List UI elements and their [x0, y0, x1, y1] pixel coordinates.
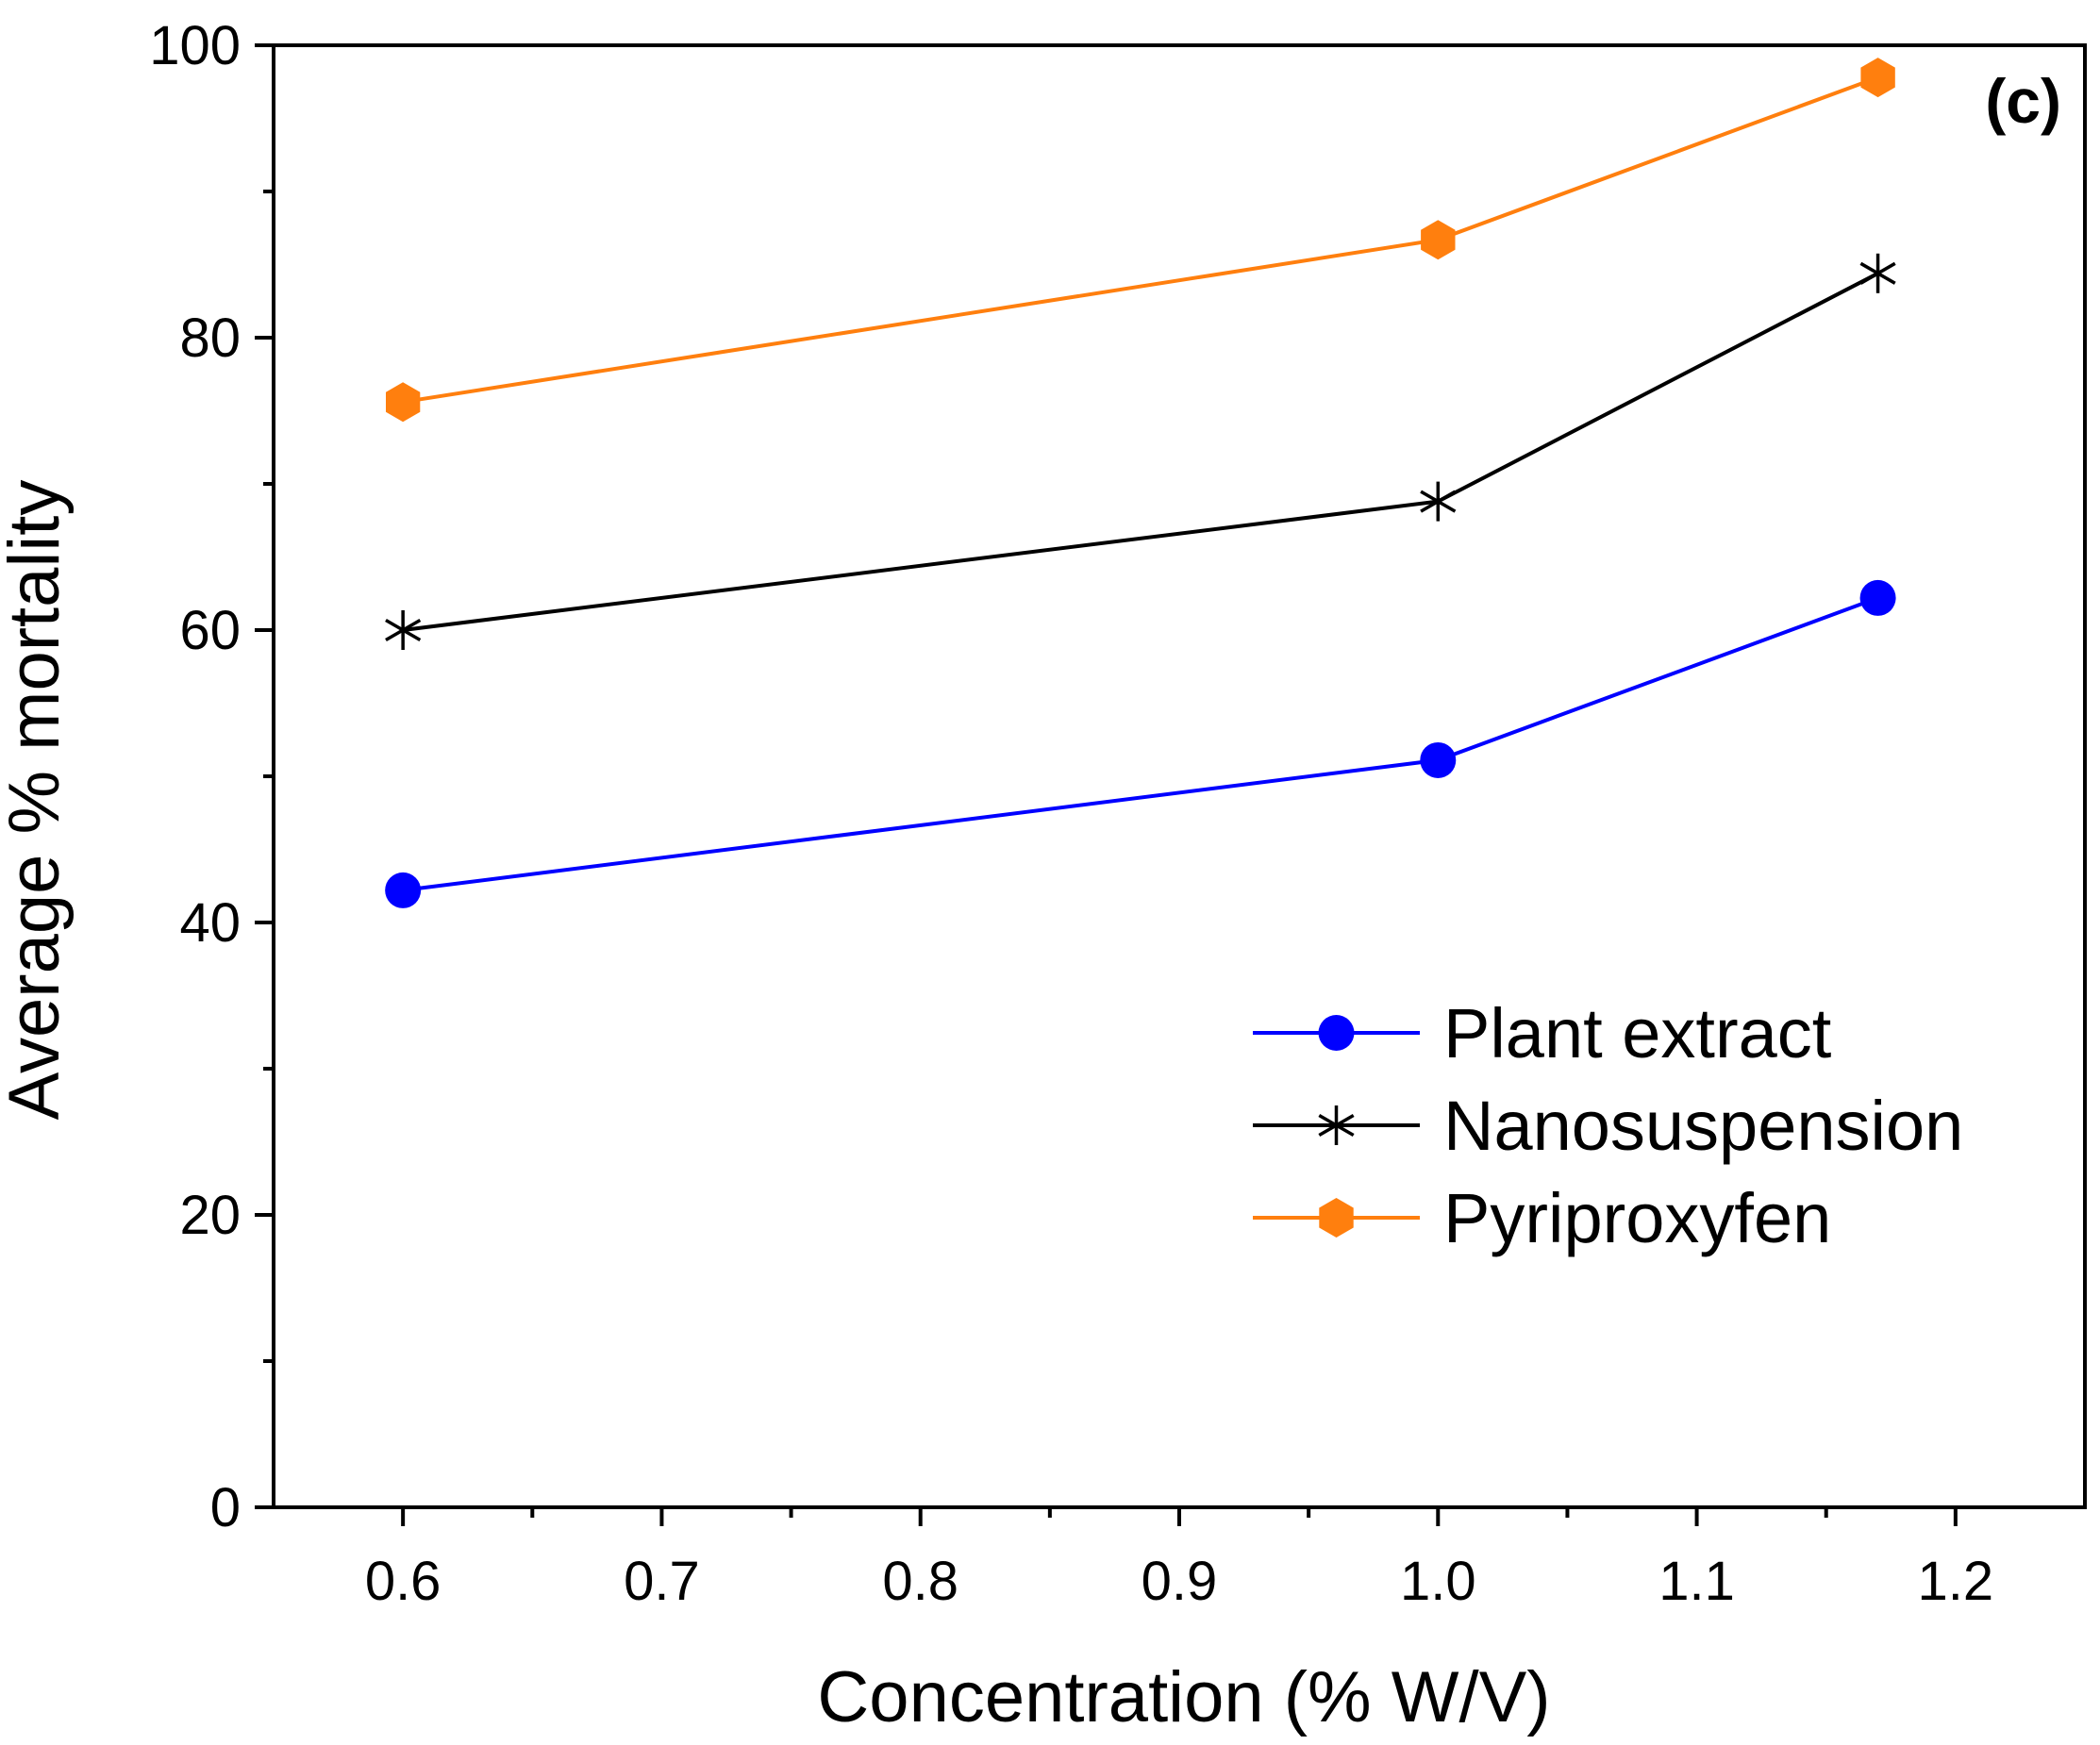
data-point-pyriproxyfen — [1860, 58, 1895, 98]
data-point-plant-extract — [1420, 741, 1457, 778]
x-tick-label: 0.7 — [624, 1551, 700, 1612]
legend-marker — [1318, 1015, 1355, 1051]
y-tick-label: 0 — [210, 1477, 241, 1538]
y-tick-label: 100 — [149, 15, 241, 76]
legend-marker — [1319, 1198, 1354, 1238]
data-point-nanosuspension — [1859, 253, 1896, 293]
series-layer — [385, 58, 1896, 908]
legend-label: Plant extract — [1443, 994, 1832, 1072]
x-tick-label: 0.8 — [882, 1551, 958, 1612]
legend-entry-pyriproxyfen: Pyriproxyfen — [1253, 1179, 1831, 1257]
series-line-pyriproxyfen — [402, 75, 1879, 405]
x-tick-label: 1.1 — [1658, 1551, 1735, 1612]
series-line-plant-extract — [402, 596, 1879, 892]
x-tick-label: 1.0 — [1400, 1551, 1476, 1612]
ticks: 0.6 0.7 0.8 0.9 1.0 1.1 1.2 0 20 40 60 80 100 — [149, 15, 1993, 1612]
y-tick-label: 80 — [179, 307, 241, 369]
x-tick-label: 0.9 — [1142, 1551, 1218, 1612]
plot-frame — [272, 43, 2087, 1509]
series-pyriproxyfen — [386, 58, 1895, 423]
legend-label: Pyriproxyfen — [1443, 1179, 1831, 1257]
x-axis-title: Concentration (% W/V) — [817, 1657, 1550, 1737]
y-tick-label: 20 — [179, 1185, 241, 1246]
series-plant-extract — [385, 579, 1896, 908]
data-point-nanosuspension — [385, 610, 422, 650]
panel-label: (c) — [1985, 66, 2061, 136]
y-axis-title: Average % mortality — [0, 480, 75, 1121]
series-line-nanosuspension — [402, 272, 1879, 632]
series-nanosuspension — [385, 253, 1896, 650]
legend: Plant extract Nanosuspension Pyriproxyfen — [1253, 994, 1963, 1257]
y-tick-label: 60 — [179, 600, 241, 661]
x-tick-label: 1.2 — [1918, 1551, 1994, 1612]
data-point-pyriproxyfen — [386, 382, 421, 423]
y-tick-label: 40 — [179, 892, 241, 954]
legend-marker — [1318, 1105, 1355, 1145]
data-point-nanosuspension — [1420, 481, 1457, 522]
x-tick-label: 0.6 — [365, 1551, 442, 1612]
data-point-pyriproxyfen — [1421, 220, 1456, 260]
legend-entry-plant-extract: Plant extract — [1253, 994, 1832, 1072]
data-point-plant-extract — [1859, 579, 1896, 616]
data-point-plant-extract — [385, 872, 422, 908]
legend-label: Nanosuspension — [1443, 1087, 1963, 1165]
legend-entry-nanosuspension: Nanosuspension — [1253, 1087, 1963, 1165]
axes — [272, 43, 2087, 1509]
